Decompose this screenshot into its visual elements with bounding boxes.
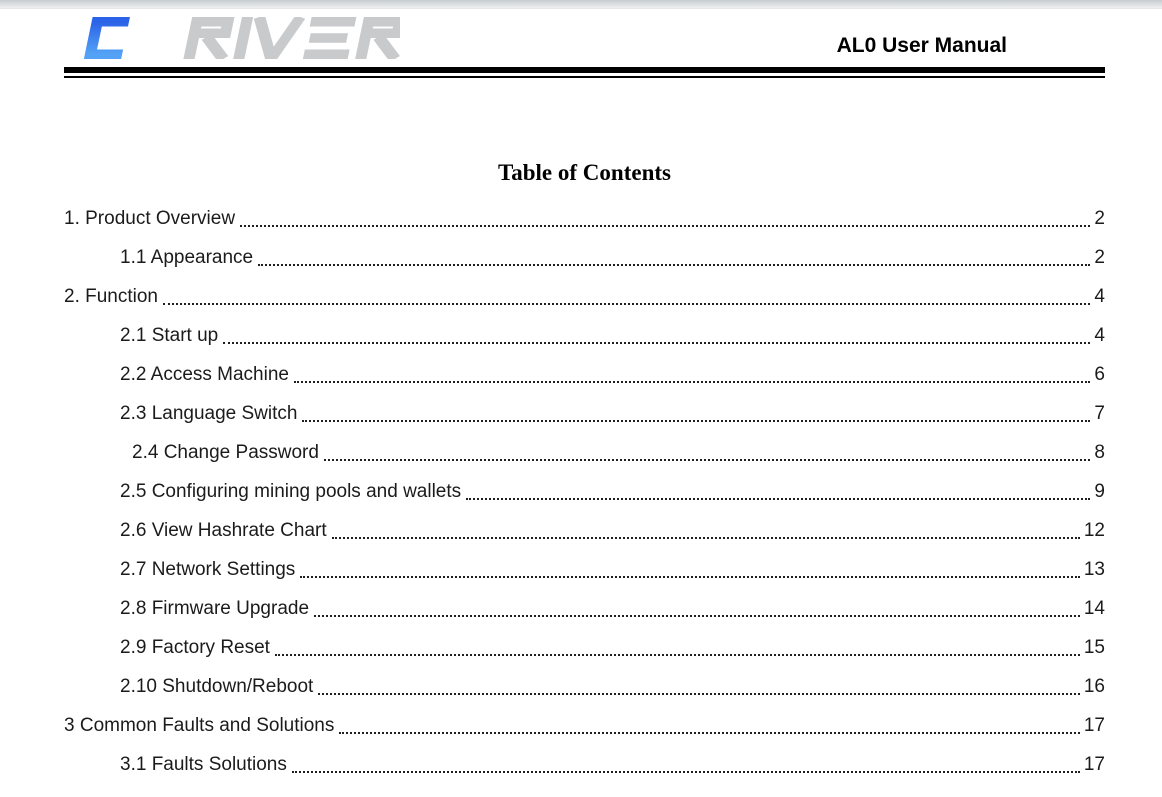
toc-entry-label: 1. Product Overview bbox=[64, 208, 236, 229]
toc-dot-leader bbox=[293, 380, 1091, 383]
toc-dot-leader bbox=[314, 614, 1080, 617]
toc-entry-label: 3.1 Faults Solutions bbox=[120, 754, 287, 775]
logo-ice-part bbox=[64, 17, 185, 59]
toc-entry-page: 16 bbox=[1083, 676, 1105, 697]
toc-entry[interactable]: 2. Function 4 bbox=[64, 277, 1105, 316]
toc-entry-label: 2.6 View Hashrate Chart bbox=[120, 520, 327, 541]
toc-heading: Table of Contents bbox=[498, 160, 671, 185]
toc-entry-page: 13 bbox=[1083, 559, 1105, 580]
toc-entry-page: 12 bbox=[1083, 520, 1105, 541]
toc-dot-leader bbox=[318, 692, 1080, 695]
toc-dot-leader bbox=[323, 458, 1091, 461]
toc-entry-label: 2.4 Change Password bbox=[132, 442, 319, 463]
toc-entry-page: 14 bbox=[1083, 598, 1105, 619]
toc-entry[interactable]: 2.1 Start up 4 bbox=[64, 316, 1105, 355]
toc-dot-leader bbox=[163, 302, 1091, 305]
toc-entry[interactable]: 2.10 Shutdown/Reboot 16 bbox=[64, 667, 1105, 706]
toc-dot-leader bbox=[223, 341, 1091, 344]
toc-dot-leader bbox=[302, 419, 1091, 422]
toc-dot-leader bbox=[258, 263, 1091, 266]
toc-entry-label: 1.1 Appearance bbox=[120, 247, 254, 268]
toc-entry[interactable]: 3 Common Faults and Solutions 17 bbox=[64, 706, 1105, 745]
viewer-top-edge bbox=[0, 0, 1162, 9]
toc-entry[interactable]: 2.5 Configuring mining pools and wallets… bbox=[64, 472, 1105, 511]
doc-title: AL0 User Manual bbox=[836, 34, 1007, 57]
toc-entry-page: 2 bbox=[1094, 247, 1105, 268]
toc-entry-label: 2.3 Language Switch bbox=[120, 403, 298, 424]
toc-entry[interactable]: 2.3 Language Switch 7 bbox=[64, 394, 1105, 433]
toc-entry-label: 3 Common Faults and Solutions bbox=[64, 715, 335, 736]
toc-entry-label: 2.9 Factory Reset bbox=[120, 637, 270, 658]
toc-entry-label: 2.5 Configuring mining pools and wallets bbox=[120, 481, 462, 502]
toc-entry-page: 8 bbox=[1094, 442, 1105, 463]
toc-entry[interactable]: 3.1 Faults Solutions 17 bbox=[64, 745, 1105, 784]
toc-entry[interactable]: 2.2 Access Machine 6 bbox=[64, 355, 1105, 394]
toc-entry-page: 4 bbox=[1094, 325, 1105, 346]
toc-entry-page: 2 bbox=[1094, 208, 1105, 229]
toc-entry[interactable]: 1.1 Appearance 2 bbox=[64, 238, 1105, 277]
toc-list: 1. Product Overview 2 1.1 Appearance 2 2… bbox=[64, 199, 1105, 784]
toc-entry-page: 17 bbox=[1083, 754, 1105, 775]
header-divider bbox=[64, 67, 1105, 78]
toc-dot-leader bbox=[240, 224, 1091, 227]
toc-entry[interactable]: 2.7 Network Settings 13 bbox=[64, 550, 1105, 589]
toc-entry[interactable]: 2.8 Firmware Upgrade 14 bbox=[64, 589, 1105, 628]
toc-dot-leader bbox=[466, 497, 1091, 500]
toc-dot-leader bbox=[331, 536, 1080, 539]
toc-entry-page: 9 bbox=[1094, 481, 1105, 502]
toc-entry-label: 2. Function bbox=[64, 286, 158, 307]
toc-dot-leader bbox=[291, 770, 1080, 773]
toc-entry-page: 7 bbox=[1094, 403, 1105, 424]
toc-dot-leader bbox=[339, 731, 1080, 734]
toc-entry[interactable]: 1. Product Overview 2 bbox=[64, 199, 1105, 238]
toc-entry[interactable]: 2.4 Change Password 8 bbox=[64, 433, 1105, 472]
toc-entry-page: 17 bbox=[1083, 715, 1105, 736]
logo-river-part bbox=[183, 17, 400, 59]
toc-entry[interactable]: 2.9 Factory Reset 15 bbox=[64, 628, 1105, 667]
toc-entry-page: 6 bbox=[1094, 364, 1105, 385]
toc-entry-label: 2.7 Network Settings bbox=[120, 559, 296, 580]
toc-entry-page: 15 bbox=[1083, 637, 1105, 658]
iceriver-logo bbox=[64, 17, 400, 59]
toc-dot-leader bbox=[274, 653, 1080, 656]
toc-entry-label: 2.2 Access Machine bbox=[120, 364, 289, 385]
toc-entry-page: 4 bbox=[1094, 286, 1105, 307]
toc-entry-label: 2.10 Shutdown/Reboot bbox=[120, 676, 314, 697]
toc-entry[interactable]: 2.6 View Hashrate Chart 12 bbox=[64, 511, 1105, 550]
toc-dot-leader bbox=[300, 575, 1080, 578]
toc-entry-label: 2.8 Firmware Upgrade bbox=[120, 598, 310, 619]
toc-entry-label: 2.1 Start up bbox=[120, 325, 219, 346]
